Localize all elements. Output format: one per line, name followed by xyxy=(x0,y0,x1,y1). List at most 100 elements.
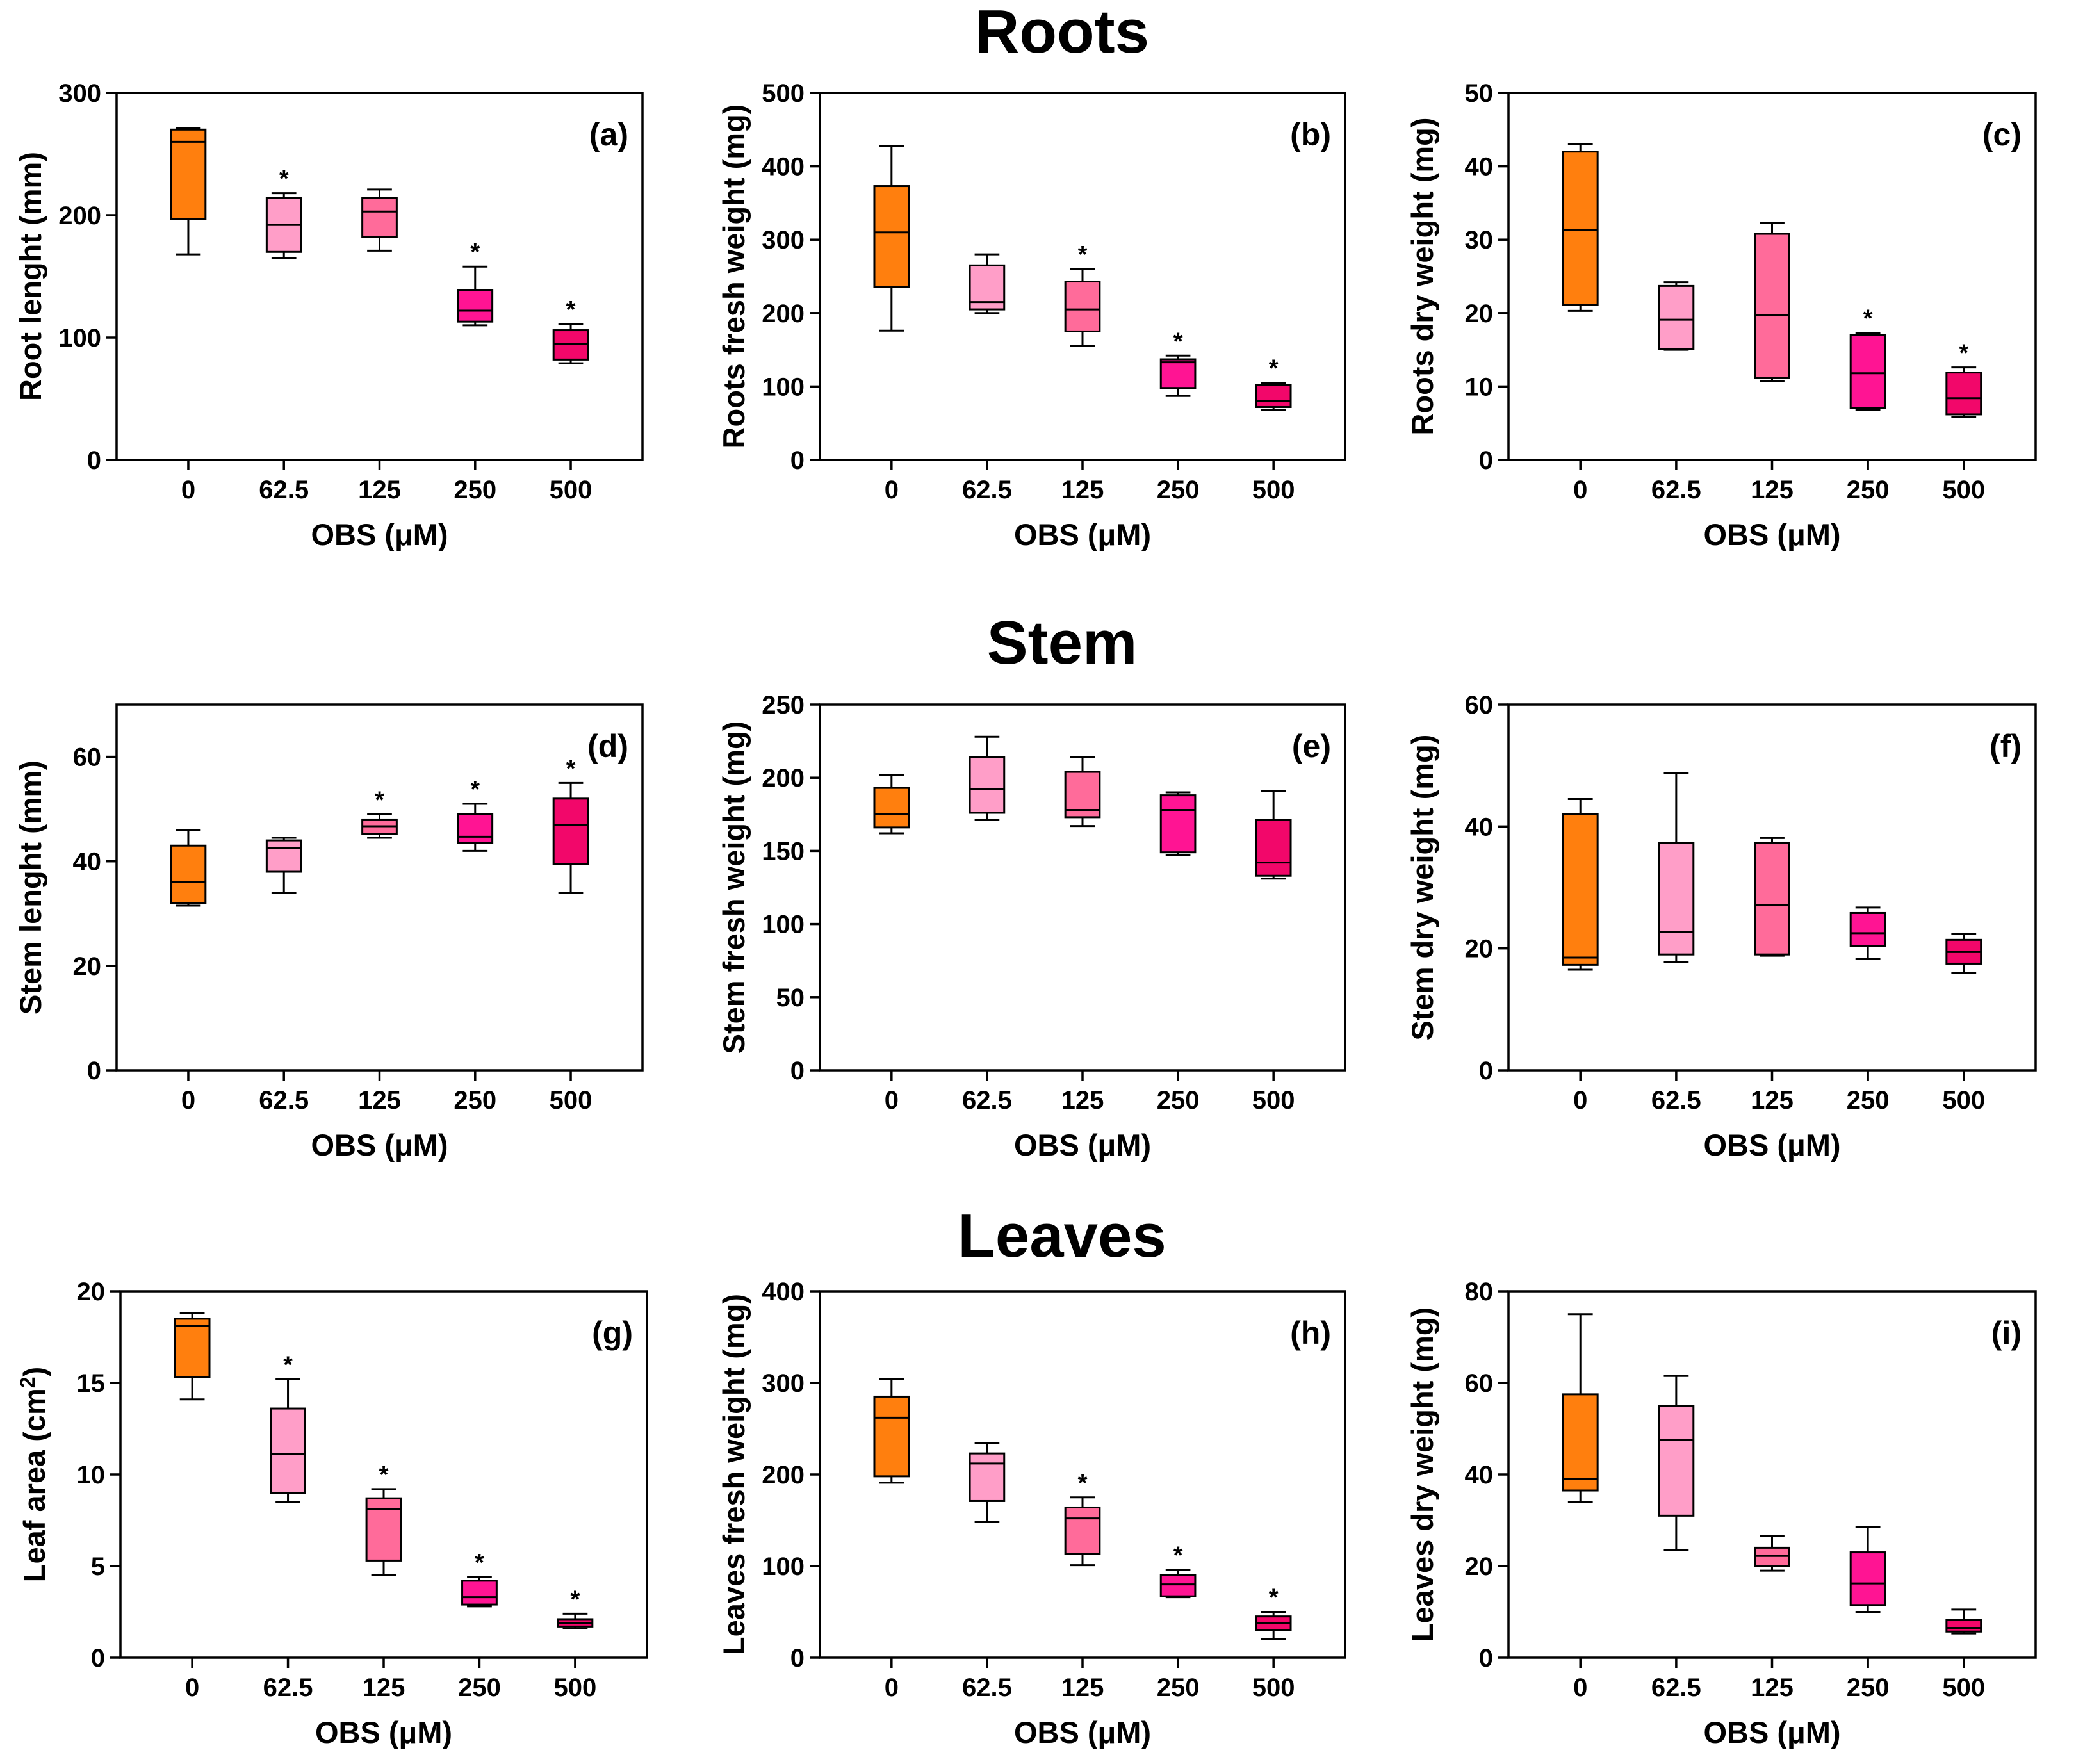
significance-asterisk: * xyxy=(1959,340,1968,367)
y-tick-label: 60 xyxy=(1465,1369,1494,1398)
box-62.5 xyxy=(1658,772,1695,964)
y-tick-label: 50 xyxy=(776,984,805,1012)
chart-panel-7: 0 5 10 15 20 0 62.5 125 250 500 OBS (μM) Leaf area … xyxy=(16,1278,648,1749)
box-iqr xyxy=(361,197,398,238)
y-tick-label: 0 xyxy=(87,446,101,475)
y-tick-label: 20 xyxy=(77,1278,106,1306)
section-title-roots: Roots xyxy=(975,0,1149,66)
chart-panel-4: 0 20 40 60 0 62.5 125 250 500 OBS (μM) Stem lenght… xyxy=(13,703,644,1162)
x-tick-label: 125 xyxy=(1061,1086,1104,1115)
x-tick-label: 0 xyxy=(1573,476,1587,504)
box-iqr xyxy=(1159,358,1197,389)
box-iqr xyxy=(1562,1393,1599,1492)
x-tick-label: 500 xyxy=(550,1086,593,1115)
x-tick-label: 125 xyxy=(1751,1674,1794,1702)
y-tick-label: 400 xyxy=(762,1278,805,1306)
y-tick-label: 30 xyxy=(1465,226,1494,254)
box-125: * xyxy=(365,1462,402,1576)
box-250: * xyxy=(1159,1542,1197,1599)
box-500 xyxy=(1945,1608,1982,1635)
y-axis-title-close-paren: ) xyxy=(17,1367,51,1377)
x-tick-label: 250 xyxy=(1157,476,1200,504)
x-tick-label: 125 xyxy=(1751,1086,1794,1115)
chart-panel-2: 0 100 200 300 400 500 0 62.5 125 250 500 OBS (μM) Ro… xyxy=(717,79,1346,551)
box-500: * xyxy=(1255,355,1292,411)
x-axis-title: OBS (μM) xyxy=(311,1128,448,1162)
box-250 xyxy=(1159,791,1197,856)
x-tick-label: 62.5 xyxy=(1651,476,1701,504)
y-axis-title-superscript: 2 xyxy=(16,1376,39,1388)
y-tick-label: 10 xyxy=(1465,373,1494,401)
box-iqr xyxy=(170,128,207,220)
box-0 xyxy=(1562,798,1599,971)
chart-panel-9: 0 20 40 60 80 0 62.5 125 250 500 OBS (μM) Leaves dr… xyxy=(1405,1278,2037,1749)
y-tick-label: 0 xyxy=(1479,1644,1493,1672)
y-axis-title: Leaf area (cm2) xyxy=(16,1367,51,1583)
box-500: * xyxy=(1255,1585,1292,1640)
box-62.5 xyxy=(969,1442,1006,1523)
x-tick-label: 500 xyxy=(554,1674,597,1702)
box-250: * xyxy=(457,239,494,327)
box-125: * xyxy=(1064,1470,1101,1567)
y-tick-label: 20 xyxy=(1465,1553,1494,1581)
chart-panel-1: 0 100 200 300 0 62.5 125 250 500 OBS (μM) Root len… xyxy=(13,79,644,551)
box-iqr xyxy=(1658,284,1695,350)
x-tick-label: 62.5 xyxy=(1651,1674,1701,1702)
chart-panel-8: 0 100 200 300 400 0 62.5 125 250 500 OBS (μM) Leave… xyxy=(717,1278,1346,1749)
x-tick-label: 0 xyxy=(885,476,899,504)
x-tick-label: 0 xyxy=(885,1086,899,1115)
x-tick-label: 500 xyxy=(1942,476,1985,504)
box-iqr xyxy=(265,839,302,873)
significance-asterisk: * xyxy=(1269,355,1279,382)
significance-asterisk: * xyxy=(566,755,576,782)
box-iqr xyxy=(1255,819,1292,877)
box-iqr xyxy=(1064,1506,1101,1555)
y-tick-label: 200 xyxy=(762,300,805,328)
y-tick-label: 200 xyxy=(58,202,101,230)
x-axis-title: OBS (μM) xyxy=(311,518,448,551)
y-tick-label: 40 xyxy=(1465,1461,1494,1489)
box-125: * xyxy=(361,787,398,839)
x-tick-label: 0 xyxy=(185,1674,199,1702)
y-tick-label: 5 xyxy=(91,1553,105,1581)
y-axis-title: Stem lenght (mm) xyxy=(13,760,47,1015)
y-axis-title-text: Leaf area (cm xyxy=(17,1388,51,1582)
y-axis-title: Leaves fresh weight (mg) xyxy=(717,1294,751,1655)
panel-label: (b) xyxy=(1290,117,1331,152)
significance-asterisk: * xyxy=(1863,306,1873,332)
x-tick-label: 125 xyxy=(1061,1674,1104,1702)
chart-panel-5: 0 50 100 150 200 250 0 62.5 125 250 500 OBS (μM) Ste… xyxy=(717,691,1346,1162)
box-125 xyxy=(1754,1535,1790,1572)
y-tick-label: 15 xyxy=(77,1369,106,1398)
box-iqr xyxy=(1562,151,1599,306)
x-tick-label: 0 xyxy=(181,1086,195,1115)
x-tick-label: 250 xyxy=(458,1674,501,1702)
box-0 xyxy=(1562,1313,1599,1503)
significance-asterisk: * xyxy=(1078,241,1088,268)
x-axis-title: OBS (μM) xyxy=(1014,1128,1151,1162)
y-axis-title-text: Leaves fresh weight (mg) xyxy=(717,1294,751,1655)
panel-label: (c) xyxy=(1982,117,2022,152)
box-0 xyxy=(1562,143,1599,312)
y-axis-title: Stem dry weight (mg) xyxy=(1405,735,1439,1041)
x-axis-title: OBS (μM) xyxy=(1703,1128,1840,1162)
box-0 xyxy=(170,127,207,256)
y-tick-label: 20 xyxy=(1465,300,1494,328)
significance-asterisk: * xyxy=(279,166,289,193)
box-iqr xyxy=(270,1407,306,1494)
box-125 xyxy=(1064,756,1101,828)
y-tick-label: 100 xyxy=(762,1553,805,1581)
y-tick-label: 250 xyxy=(762,691,805,719)
x-tick-label: 62.5 xyxy=(259,1086,309,1115)
x-tick-label: 125 xyxy=(358,476,401,504)
box-iqr xyxy=(1945,1619,1982,1633)
x-tick-label: 0 xyxy=(181,476,195,504)
y-axis-title: Roots fresh weight (mg) xyxy=(717,104,751,449)
box-iqr xyxy=(873,787,910,829)
y-tick-label: 40 xyxy=(1465,153,1494,181)
significance-asterisk: * xyxy=(1173,1542,1183,1569)
y-axis-title-text: Stem fresh weight (mg) xyxy=(717,721,751,1054)
y-tick-label: 0 xyxy=(91,1644,105,1672)
box-iqr xyxy=(1849,334,1886,409)
x-tick-label: 500 xyxy=(1942,1674,1985,1702)
